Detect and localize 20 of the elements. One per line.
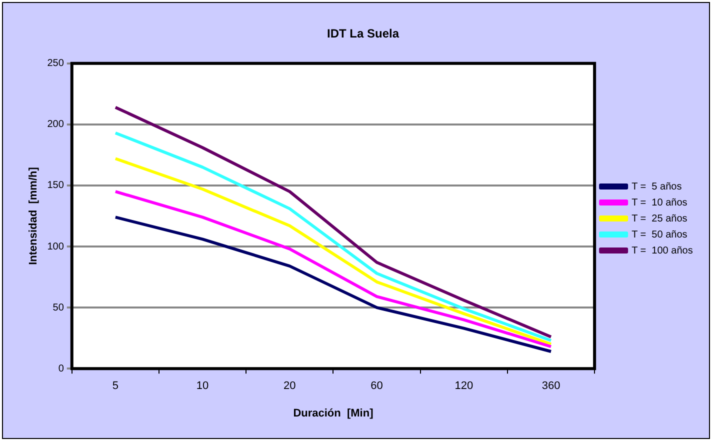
legend-label: T = 5 años — [632, 181, 682, 192]
y-tick-label: 200 — [47, 119, 64, 130]
chart-title: IDT La Suela — [326, 26, 400, 41]
y-tick-label: 0 — [58, 363, 64, 374]
y-tick-label: 50 — [52, 302, 64, 314]
x-tick-label: 5 — [112, 380, 119, 392]
x-tick-label: 120 — [454, 380, 474, 392]
legend-label: T = 100 años — [632, 245, 693, 256]
y-tick-label: 150 — [47, 180, 64, 192]
legend-label: T = 50 años — [632, 229, 688, 240]
x-tick-label: 360 — [542, 380, 560, 392]
y-tick-label: 100 — [47, 241, 64, 252]
x-tick-label: 10 — [196, 380, 209, 392]
legend-label: T = 25 años — [632, 213, 688, 224]
y-axis-title: Intensidad [mm/h] — [28, 166, 40, 265]
x-tick-label: 20 — [284, 380, 296, 392]
legend-label: T = 10 años — [632, 197, 688, 208]
x-tick-label: 60 — [370, 380, 383, 392]
y-tick-label: 250 — [47, 58, 64, 70]
x-axis-title: Duración [Min] — [293, 407, 374, 420]
